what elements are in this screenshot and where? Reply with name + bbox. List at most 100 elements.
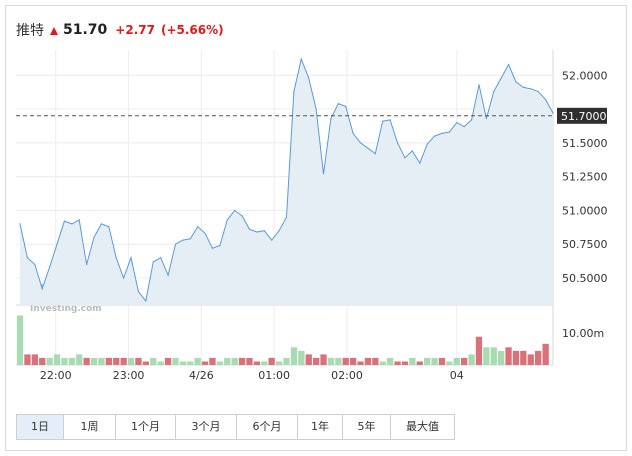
volume-bar xyxy=(179,361,186,365)
volume-bar xyxy=(157,361,164,365)
time-range-selector: 1日 1周 1个月 3个月 6个月 1年 5年 最大值 xyxy=(16,414,455,440)
volume-bar xyxy=(431,357,438,365)
volume-bar xyxy=(409,357,416,365)
price-point xyxy=(500,77,502,79)
volume-bar xyxy=(387,357,394,365)
price-change: +2.77 xyxy=(115,23,155,37)
volume-bar xyxy=(105,357,112,365)
price-point xyxy=(108,226,110,228)
price-point xyxy=(485,117,487,120)
price-point xyxy=(174,243,177,245)
volume-bar xyxy=(224,357,231,365)
range-button[interactable]: 1日 xyxy=(17,415,64,439)
price-point xyxy=(41,288,43,290)
volume-bar xyxy=(498,350,505,365)
volume-bar xyxy=(535,350,542,365)
price-point xyxy=(49,266,51,268)
price-point xyxy=(145,300,147,302)
price-point xyxy=(100,223,102,225)
price-point xyxy=(71,223,73,225)
price-point xyxy=(456,122,458,124)
range-button[interactable]: 最大值 xyxy=(406,420,439,433)
price-point xyxy=(493,90,495,93)
volume-bar xyxy=(31,354,38,365)
price-point xyxy=(552,112,554,114)
price-point xyxy=(382,120,384,122)
price-area-fill xyxy=(20,59,553,305)
x-tick-label: 23:00 xyxy=(113,369,145,382)
range-button[interactable]: 5年 xyxy=(343,415,391,439)
up-triangle-icon xyxy=(50,26,58,35)
price-point xyxy=(426,143,428,145)
price-point xyxy=(160,257,162,259)
price-point xyxy=(137,290,139,293)
price-point xyxy=(293,90,295,93)
range-button[interactable]: 1周 xyxy=(64,415,116,439)
volume-bar xyxy=(150,357,157,365)
price-point xyxy=(471,119,473,121)
x-tick-label: 04 xyxy=(450,369,464,382)
y-tick-label: 51.2500 xyxy=(562,171,608,184)
price-point xyxy=(182,239,184,241)
price-point xyxy=(345,105,347,107)
stock-price: 51.70 xyxy=(63,22,108,38)
volume-bar xyxy=(394,361,401,365)
price-point xyxy=(537,90,539,93)
price-point xyxy=(337,103,339,105)
volume-bar xyxy=(512,350,520,365)
current-price-tag xyxy=(557,107,607,124)
range-button[interactable]: 3个月 xyxy=(176,415,237,439)
price-point xyxy=(478,84,480,86)
price-point xyxy=(367,147,369,149)
price-point xyxy=(522,86,525,88)
volume-bar xyxy=(142,361,149,365)
price-point xyxy=(434,135,436,137)
volume-bar xyxy=(401,361,409,365)
y-tick-label: 50.7500 xyxy=(562,238,608,251)
price-point xyxy=(545,99,547,101)
volume-bar xyxy=(268,357,275,365)
price-point xyxy=(56,243,58,245)
y-tick-label: 51.0000 xyxy=(562,204,608,217)
volume-bar xyxy=(172,357,179,365)
price-point xyxy=(404,157,406,159)
volume-bar xyxy=(424,357,431,365)
price-point xyxy=(374,153,376,155)
volume-axis-label: 10.00m xyxy=(562,327,604,340)
volume-bar xyxy=(53,354,61,365)
volume-bar xyxy=(542,343,549,365)
price-point xyxy=(285,216,288,218)
price-point xyxy=(271,239,273,241)
volume-bar xyxy=(490,347,497,365)
x-tick-label: 01:00 xyxy=(258,369,290,382)
price-point xyxy=(389,119,391,121)
price-point xyxy=(226,219,228,221)
range-button[interactable]: 1个月 xyxy=(116,415,176,439)
volume-bar xyxy=(201,361,209,365)
volume-bar xyxy=(313,357,320,365)
volume-bar xyxy=(76,354,83,365)
volume-bar xyxy=(416,361,423,365)
volume-bar xyxy=(468,354,475,365)
price-point xyxy=(123,277,125,279)
price-point xyxy=(300,58,302,60)
volume-bar xyxy=(246,357,253,365)
y-tick-label: 52.0000 xyxy=(562,69,608,82)
volume-bar xyxy=(453,357,460,365)
watermark-subtext: Investing.com xyxy=(30,304,102,314)
volume-bar xyxy=(327,357,335,365)
volume-bar xyxy=(135,357,142,365)
price-point xyxy=(352,132,354,134)
volume-bar xyxy=(475,336,483,365)
volume-bar xyxy=(231,357,238,365)
stock-name: 推特 xyxy=(16,23,44,39)
price-point xyxy=(263,230,265,232)
range-button[interactable]: 6个月 xyxy=(237,415,298,439)
price-point xyxy=(330,117,332,120)
range-button[interactable]: 1年 xyxy=(298,415,343,439)
volume-bar xyxy=(446,361,453,365)
volume-bar xyxy=(127,357,135,365)
volume-bar xyxy=(261,361,268,365)
volume-bar xyxy=(46,357,53,365)
